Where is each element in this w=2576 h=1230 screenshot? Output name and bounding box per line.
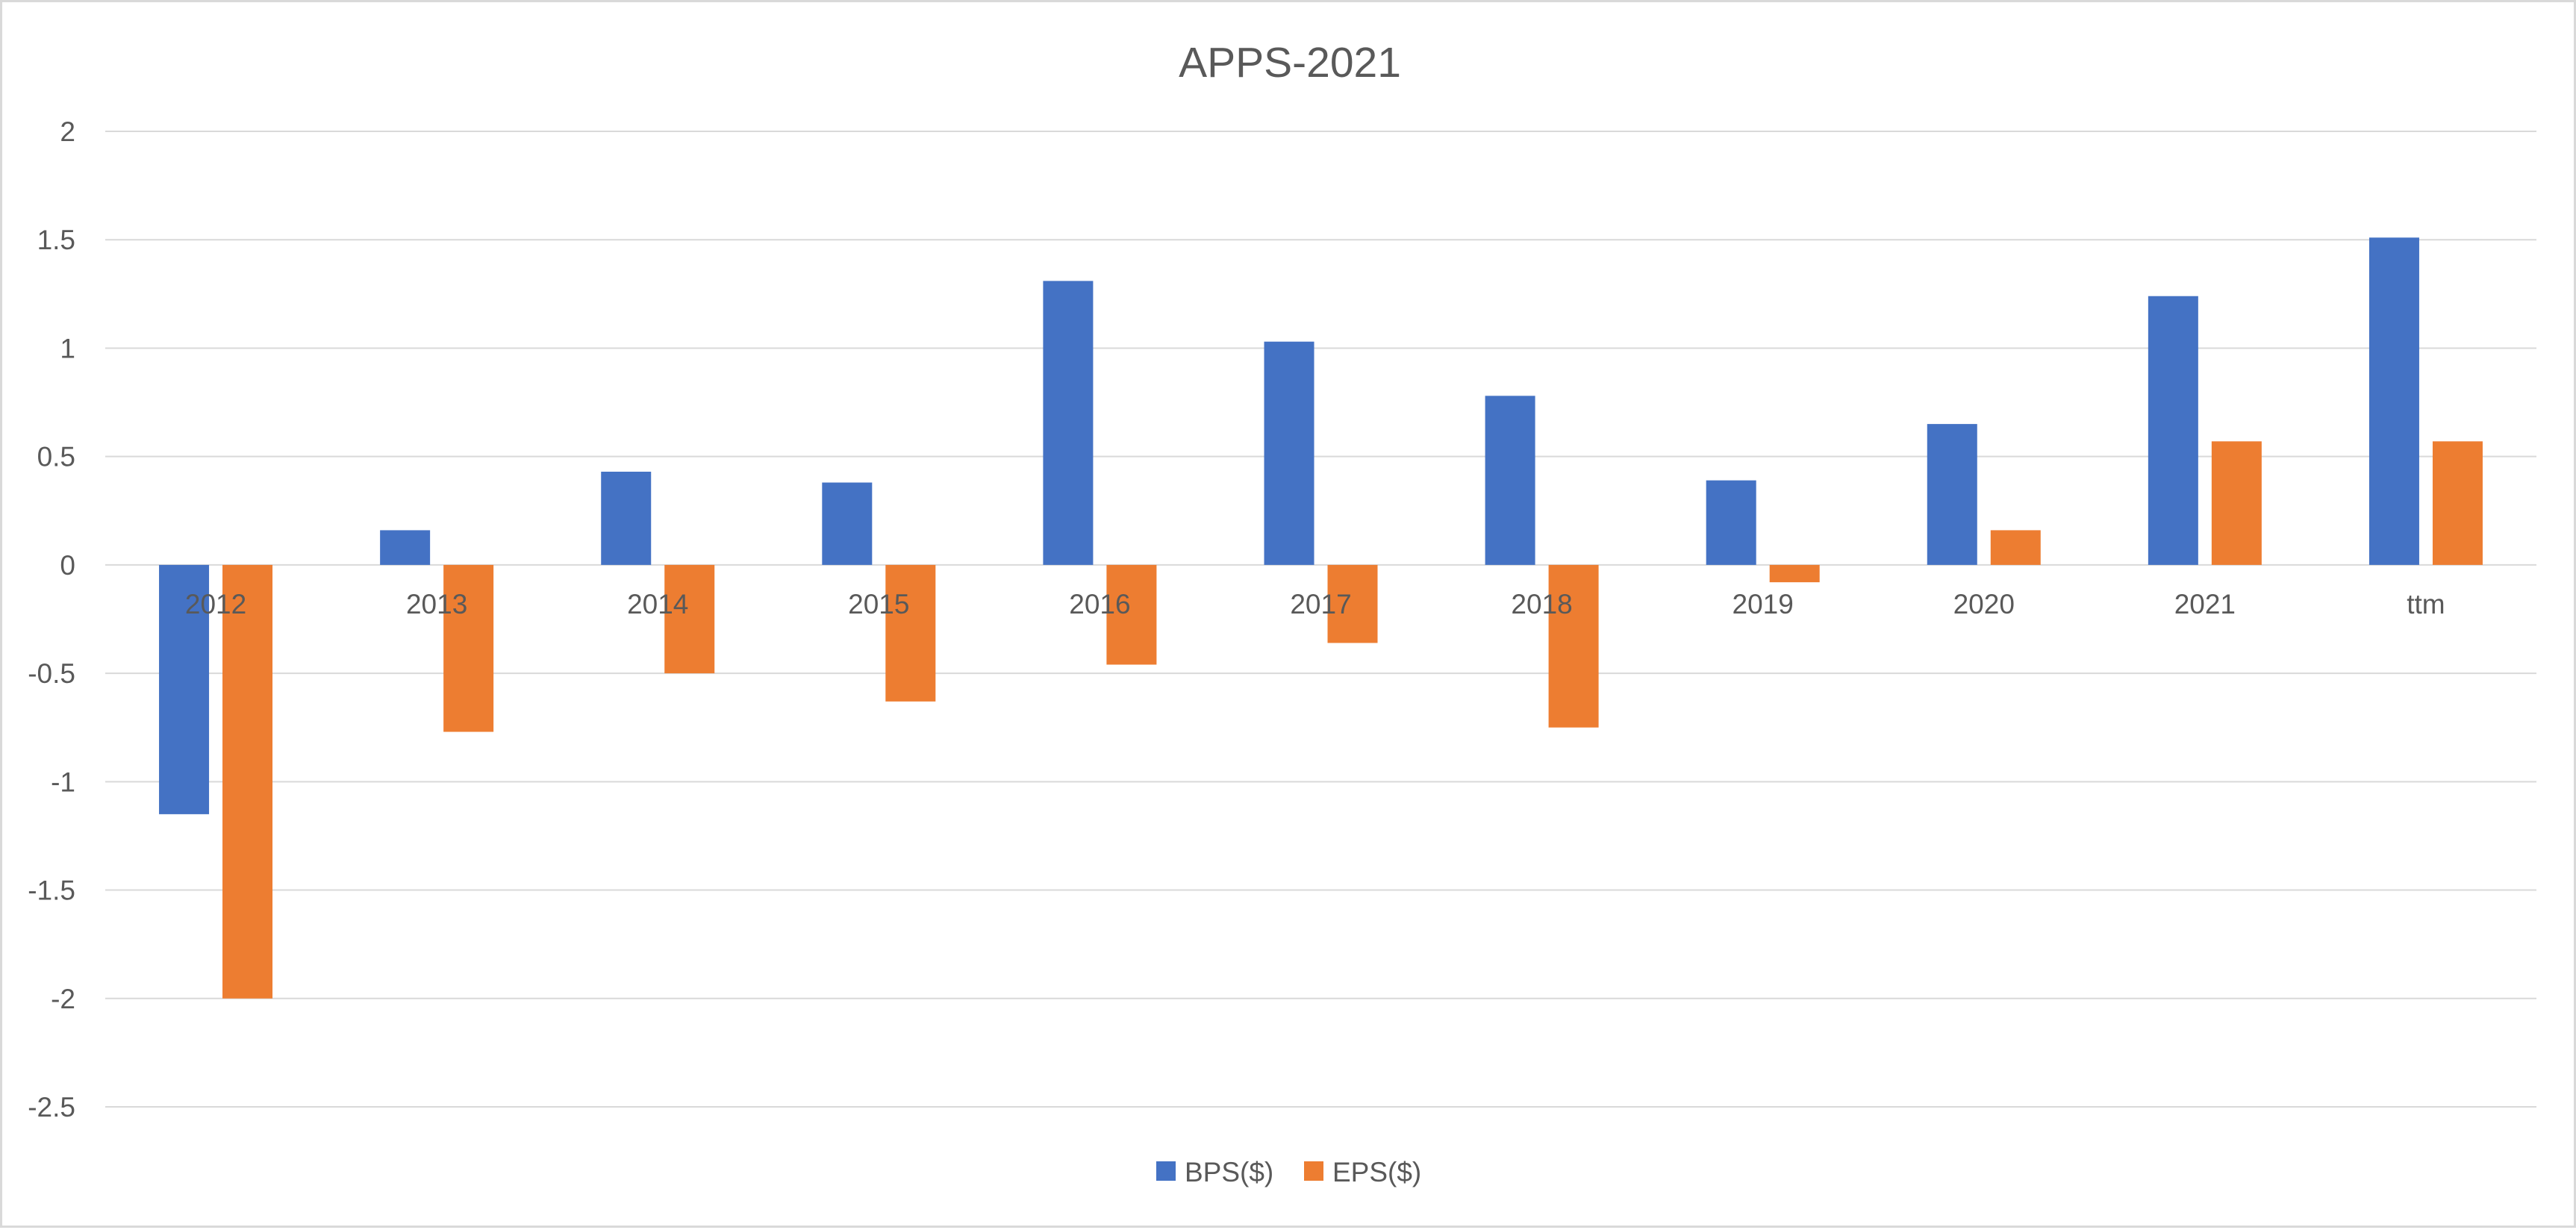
- bar-eps-2015: [885, 564, 936, 702]
- bar-bps-2017: [1264, 341, 1314, 565]
- bar-bps-2016: [1043, 281, 1094, 565]
- y-axis-tick-labels: 2 1.5 1 0.5 0 -0.5 -1 -1.5 -2 -2.5: [28, 116, 75, 1123]
- bar-bps-2020: [1927, 424, 1977, 565]
- bar-eps-2016: [1106, 564, 1157, 665]
- category-label-2017: 2017: [1290, 589, 1351, 619]
- legend-swatch-eps: [1304, 1161, 1323, 1181]
- chart-title: APPS-2021: [1179, 39, 1401, 87]
- y-tick-label-4: 0: [60, 550, 75, 581]
- bar-eps-2013: [443, 564, 494, 732]
- category-label-2012: 2012: [185, 589, 246, 619]
- gridlines: [105, 131, 2536, 1108]
- bar-eps-2018: [1548, 564, 1599, 728]
- category-label-2014: 2014: [627, 589, 688, 619]
- y-tick-label-1: 1.5: [37, 225, 75, 255]
- bar-eps-2020: [1990, 530, 2041, 565]
- legend-label-eps: EPS($): [1332, 1157, 1421, 1187]
- y-tick-label-0: 2: [60, 116, 75, 147]
- bar-bps-ttm: [2368, 237, 2419, 565]
- y-tick-label-7: -1.5: [28, 875, 75, 906]
- y-tick-label-2: 1: [60, 333, 75, 363]
- bar-eps-ttm: [2432, 441, 2483, 565]
- bar-bps-2014: [601, 471, 652, 565]
- bar-eps-2019: [1769, 564, 1820, 583]
- y-tick-label-8: -2: [51, 984, 75, 1014]
- y-tick-label-3: 0.5: [37, 442, 75, 472]
- category-label-2018: 2018: [1511, 589, 1572, 619]
- legend-label-bps: BPS($): [1185, 1157, 1273, 1187]
- legend-swatch-bps: [1156, 1161, 1176, 1181]
- bar-eps-2017: [1327, 564, 1378, 643]
- category-labels: 2012 2013 2014 2015 2016 2017 2018 2019 2020 2021…: [185, 589, 2445, 619]
- bar-eps-2012: [222, 564, 273, 999]
- category-label-2015: 2015: [848, 589, 909, 619]
- bar-bps-2021: [2148, 296, 2198, 565]
- category-label-2016: 2016: [1069, 589, 1130, 619]
- y-tick-label-5: -0.5: [28, 658, 75, 689]
- bar-bps-2018: [1485, 396, 1535, 565]
- category-label-2020: 2020: [1953, 589, 2015, 619]
- bar-bps-2012: [159, 564, 210, 814]
- legend: BPS($) EPS($): [1156, 1157, 1421, 1187]
- category-label-ttm: ttm: [2407, 589, 2445, 619]
- bar-eps-2021: [2211, 441, 2262, 565]
- category-label-2021: 2021: [2174, 589, 2236, 619]
- bar-bps-2013: [380, 530, 431, 565]
- category-label-2019: 2019: [1733, 589, 1794, 619]
- category-label-2013: 2013: [406, 589, 467, 619]
- y-tick-label-9: -2.5: [28, 1092, 75, 1123]
- y-tick-label-6: -1: [51, 767, 75, 797]
- bar-eps-2014: [664, 564, 715, 674]
- bar-bps-2019: [1706, 480, 1756, 565]
- bars: [159, 237, 2483, 999]
- bar-bps-2015: [822, 482, 873, 565]
